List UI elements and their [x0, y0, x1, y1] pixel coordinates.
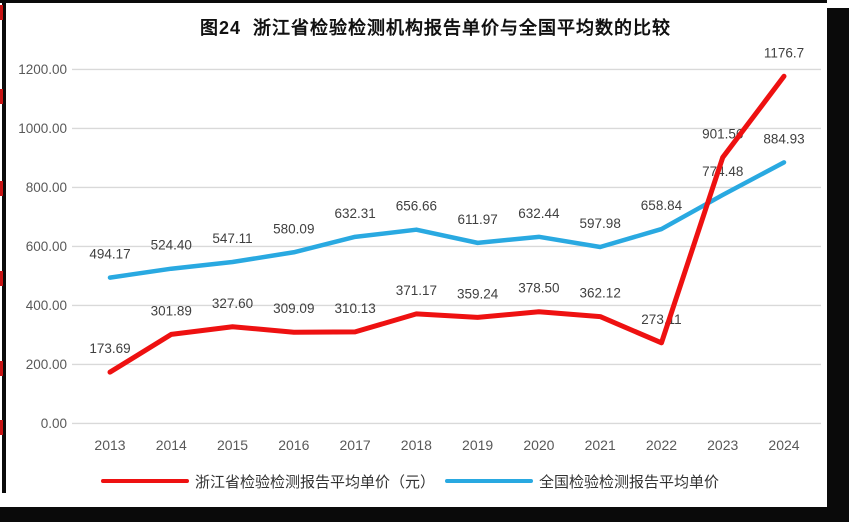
- x-axis-tick-label: 2016: [278, 437, 309, 453]
- data-point-label: 901.56: [702, 126, 743, 141]
- x-axis-tick-label: 2013: [94, 437, 125, 453]
- scan-artifact: [0, 361, 3, 376]
- y-axis-tick-label: 800.00: [26, 180, 67, 195]
- data-point-label: 301.89: [151, 303, 192, 318]
- data-point-label: 547.11: [212, 231, 252, 246]
- data-point-label: 524.40: [151, 238, 192, 253]
- data-point-label: 656.66: [396, 199, 437, 214]
- data-point-label: 580.09: [273, 221, 314, 236]
- data-point-label: 273.11: [641, 312, 681, 327]
- y-axis-tick-label: 1200.00: [18, 62, 67, 77]
- frame-border-left: [2, 0, 6, 493]
- scan-artifact: [0, 89, 3, 104]
- data-point-label: 327.60: [212, 296, 253, 311]
- scan-artifact: [0, 271, 3, 286]
- y-axis-tick-label: 0.00: [41, 416, 67, 431]
- legend-label-zhejiang: 浙江省检验检测报告平均单价（元）: [194, 473, 435, 491]
- y-axis-tick-label: 200.00: [26, 357, 67, 372]
- x-axis-tick-label: 2021: [585, 437, 616, 453]
- chart-legend: 浙江省检验检测报告平均单价（元） 全国检验检测报告平均单价: [0, 466, 820, 496]
- scan-artifact: [0, 181, 3, 196]
- x-axis-tick-label: 2022: [646, 437, 677, 453]
- x-axis-tick-label: 2014: [156, 437, 187, 453]
- x-axis-tick-label: 2023: [707, 437, 738, 453]
- data-point-label: 632.44: [518, 206, 560, 221]
- data-point-label: 494.17: [89, 247, 130, 262]
- data-point-label: 884.93: [763, 131, 804, 146]
- x-axis-tick-label: 2015: [217, 437, 248, 453]
- scan-artifact: [0, 5, 3, 20]
- legend-label-national: 全国检验检测报告平均单价: [539, 473, 720, 491]
- data-point-label: 1176.7: [764, 45, 804, 60]
- data-point-label: 310.13: [334, 301, 375, 316]
- legend-line-red: [100, 479, 189, 483]
- frame-border-bottom: [0, 507, 849, 522]
- data-point-label: 658.84: [641, 198, 683, 213]
- legend-item-zhejiang: 浙江省检验检测报告平均单价（元）: [100, 471, 435, 492]
- data-point-label: 359.24: [457, 286, 499, 301]
- data-point-label: 173.69: [89, 341, 130, 356]
- y-axis-tick-label: 1000.00: [18, 121, 67, 136]
- series-line-zhejiang: [107, 73, 787, 375]
- scan-artifact: [0, 420, 3, 435]
- y-axis-tick-label: 400.00: [26, 298, 67, 313]
- x-axis-tick-label: 2019: [462, 437, 493, 453]
- data-point-label: 362.12: [580, 286, 621, 301]
- data-point-label: 309.09: [273, 301, 314, 316]
- data-point-label: 371.17: [396, 283, 437, 298]
- frame-border-right: [827, 8, 849, 522]
- y-axis-tick-label: 600.00: [26, 239, 67, 254]
- x-axis-tick-label: 2017: [340, 437, 371, 453]
- data-point-label: 597.98: [580, 216, 621, 231]
- x-axis-tick-label: 2020: [523, 437, 554, 453]
- x-axis-tick-label: 2024: [768, 437, 799, 453]
- chart-title: 图24 浙江省检验检测机构报告单价与全国平均数的比较: [199, 18, 672, 38]
- legend-line-blue: [445, 479, 533, 483]
- frame-border-top: [0, 0, 827, 3]
- data-point-label: 378.50: [518, 281, 559, 296]
- data-point-label: 774.48: [702, 164, 743, 179]
- x-axis-tick-label: 2018: [401, 437, 432, 453]
- legend-item-national: 全国检验检测报告平均单价: [445, 471, 719, 492]
- series-line-national: [107, 160, 787, 280]
- data-point-label: 632.31: [334, 206, 375, 221]
- data-point-label: 611.97: [457, 212, 497, 227]
